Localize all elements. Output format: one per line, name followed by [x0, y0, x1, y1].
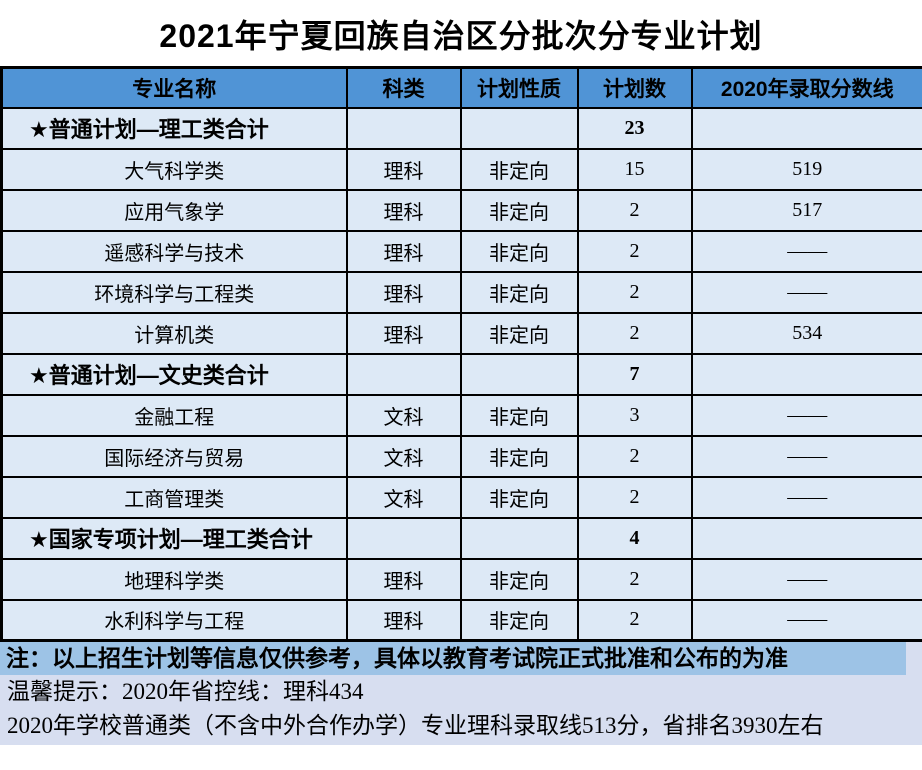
table-row: 大气科学类 理科 非定向 15 519: [0, 147, 922, 191]
count-cell: 23: [576, 106, 693, 150]
subject-cell: [345, 516, 462, 560]
subject-cell: 理科: [345, 598, 462, 642]
note-banner: 注：以上招生计划等信息仅供参考，具体以教育考试院正式批准和公布的为准: [0, 642, 906, 675]
score-cell: 534: [690, 311, 922, 355]
subject-cell: 理科: [345, 270, 462, 314]
nature-cell: 非定向: [459, 311, 579, 355]
major-cell: 地理科学类: [0, 557, 348, 601]
subject-cell: 理科: [345, 147, 462, 191]
score-cell: ——: [690, 270, 922, 314]
table-row: 工商管理类 文科 非定向 2 ——: [0, 475, 922, 519]
plan-table: 专业名称 科类 计划性质 计划数 2020年录取分数线 ★普通计划—理工类合计 23 大…: [0, 66, 922, 642]
score-cell: ——: [690, 598, 922, 642]
subject-cell: [345, 352, 462, 396]
major-cell: 计算机类: [0, 311, 348, 355]
subject-cell: 文科: [345, 434, 462, 478]
count-cell: 2: [576, 598, 693, 642]
table-row: ★普通计划—文史类合计 7: [0, 352, 922, 396]
table-row: ★国家专项计划—理工类合计 4: [0, 516, 922, 560]
page-title: 2021年宁夏回族自治区分批次分专业计划: [159, 18, 763, 54]
nature-cell: 非定向: [459, 188, 579, 232]
table-row: 水利科学与工程 理科 非定向 2 ——: [0, 598, 922, 642]
major-cell: 国际经济与贸易: [0, 434, 348, 478]
table-row: 地理科学类 理科 非定向 2 ——: [0, 557, 922, 601]
count-cell: 2: [576, 475, 693, 519]
score-cell: ——: [690, 434, 922, 478]
major-cell: ★国家专项计划—理工类合计: [0, 516, 348, 560]
count-cell: 2: [576, 557, 693, 601]
footer: 注：以上招生计划等信息仅供参考，具体以教育考试院正式批准和公布的为准 温馨提示：…: [0, 642, 922, 745]
header-row: 专业名称 科类 计划性质 计划数 2020年录取分数线: [0, 66, 922, 109]
count-cell: 2: [576, 188, 693, 232]
major-cell: 工商管理类: [0, 475, 348, 519]
score-cell: 519: [690, 147, 922, 191]
subject-cell: 理科: [345, 188, 462, 232]
nature-cell: 非定向: [459, 434, 579, 478]
score-cell: ——: [690, 229, 922, 273]
column-header: 科类: [345, 66, 462, 109]
major-cell: 水利科学与工程: [0, 598, 348, 642]
score-cell: ——: [690, 475, 922, 519]
score-cell: [690, 106, 922, 150]
subject-cell: 理科: [345, 311, 462, 355]
subject-cell: 理科: [345, 229, 462, 273]
major-cell: 金融工程: [0, 393, 348, 437]
count-cell: 15: [576, 147, 693, 191]
province-control-line-tip: 温馨提示：2020年省控线：理科434: [7, 679, 364, 704]
major-cell: ★普通计划—理工类合计: [0, 106, 348, 150]
score-cell: [690, 516, 922, 560]
subject-cell: [345, 106, 462, 150]
major-cell: 环境科学与工程类: [0, 270, 348, 314]
table-row: 环境科学与工程类 理科 非定向 2 ——: [0, 270, 922, 314]
major-cell: 大气科学类: [0, 147, 348, 191]
nature-cell: [459, 352, 579, 396]
nature-cell: [459, 106, 579, 150]
nature-cell: 非定向: [459, 475, 579, 519]
nature-cell: 非定向: [459, 393, 579, 437]
column-header: 计划数: [576, 66, 693, 109]
major-cell: 应用气象学: [0, 188, 348, 232]
column-header: 计划性质: [459, 66, 579, 109]
count-cell: 3: [576, 393, 693, 437]
subject-cell: 理科: [345, 557, 462, 601]
major-cell: 遥感科学与技术: [0, 229, 348, 273]
nature-cell: 非定向: [459, 270, 579, 314]
table-row: 应用气象学 理科 非定向 2 517: [0, 188, 922, 232]
score-cell: ——: [690, 557, 922, 601]
nature-cell: 非定向: [459, 147, 579, 191]
table-body: ★普通计划—理工类合计 23 大气科学类 理科 非定向 15 519 应用气象学…: [0, 106, 922, 642]
score-cell: [690, 352, 922, 396]
table-row: 遥感科学与技术 理科 非定向 2 ——: [0, 229, 922, 273]
nature-cell: 非定向: [459, 229, 579, 273]
count-cell: 2: [576, 434, 693, 478]
column-header: 2020年录取分数线: [690, 66, 922, 109]
count-cell: 2: [576, 270, 693, 314]
nature-cell: 非定向: [459, 598, 579, 642]
score-cell: 517: [690, 188, 922, 232]
table-row: 金融工程 文科 非定向 3 ——: [0, 393, 922, 437]
table-row: 国际经济与贸易 文科 非定向 2 ——: [0, 434, 922, 478]
subject-cell: 文科: [345, 393, 462, 437]
nature-cell: 非定向: [459, 557, 579, 601]
count-cell: 4: [576, 516, 693, 560]
column-header: 专业名称: [0, 66, 348, 109]
count-cell: 2: [576, 229, 693, 273]
table-row: ★普通计划—理工类合计 23: [0, 106, 922, 150]
score-cell: ——: [690, 393, 922, 437]
count-cell: 7: [576, 352, 693, 396]
table-row: 计算机类 理科 非定向 2 534: [0, 311, 922, 355]
count-cell: 2: [576, 311, 693, 355]
major-cell: ★普通计划—文史类合计: [0, 352, 348, 396]
nature-cell: [459, 516, 579, 560]
admission-line-tip: 2020年学校普通类（不含中外合作办学）专业理科录取线513分，省排名3930左…: [7, 713, 824, 738]
subject-cell: 文科: [345, 475, 462, 519]
